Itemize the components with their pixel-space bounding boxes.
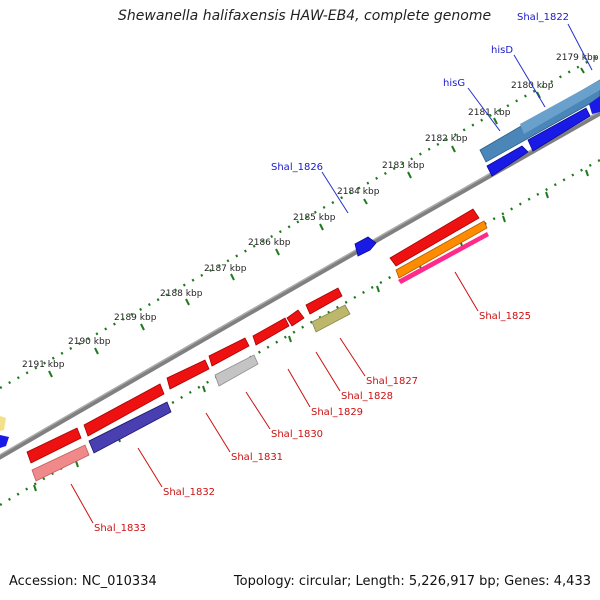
major-tick	[363, 198, 368, 205]
gene-label-hisg: hisG	[443, 78, 465, 89]
leader-hisg	[467, 87, 501, 132]
gene-arrow-red	[305, 287, 343, 315]
major-tick	[580, 67, 585, 74]
inner-major-tick	[376, 285, 380, 293]
gene-label-shal-1822: Shal_1822	[517, 12, 569, 23]
leader-shal-1829	[287, 368, 311, 408]
bottom-label-leaders	[70, 271, 479, 524]
gene-label-shal-1826: Shal_1826	[271, 162, 323, 173]
kbp-tick-label: 2184 kbp	[337, 187, 380, 197]
kbp-tick-label: 2181 kbp	[468, 108, 511, 118]
major-tick	[319, 223, 324, 231]
gene-arrow-magenta	[398, 232, 489, 284]
gene-arrow-red	[26, 427, 82, 464]
gene-label-shal-1832: Shal_1832	[163, 487, 215, 498]
gene-label-shal-1825: Shal_1825	[479, 311, 531, 322]
gene-arrow-blue	[486, 145, 529, 177]
reverse-strand-genes	[26, 208, 489, 482]
kbp-tick-label: 2185 kbp	[293, 213, 336, 223]
major-tick	[230, 273, 235, 281]
gene-arrow-red	[208, 337, 250, 367]
gene-arrow-blue	[527, 107, 591, 152]
major-tick	[451, 145, 456, 153]
kbp-tick-label: 2191 kbp	[22, 360, 65, 370]
inner-major-tick	[33, 484, 37, 492]
inner-major-tick	[545, 191, 549, 199]
gene-arrow-silver	[214, 354, 259, 387]
leader-shal-1828	[315, 351, 341, 392]
leader-shal-1822	[567, 23, 593, 71]
inner-major-tick	[288, 335, 292, 343]
kbp-tick-label: 2188 kbp	[160, 289, 203, 299]
gene-arrow-red	[166, 359, 210, 390]
kbp-tick-label: 2186 kbp	[248, 238, 291, 248]
inner-major-tick	[75, 460, 79, 468]
gene-label-shal-1829: Shal_1829	[311, 407, 363, 418]
bottom-gene-labels: Shal_1825 Shal_1827 Shal_1828 Shal_1829 …	[94, 311, 531, 534]
leader-hisd	[513, 54, 546, 108]
leader-shal-1825	[454, 271, 479, 312]
major-tick	[94, 347, 99, 355]
genome-backbone	[0, 110, 600, 460]
gene-arrow-orange	[395, 220, 488, 279]
kbp-tick-label: 2183 kbp	[382, 161, 425, 171]
leader-shal-1831	[205, 412, 231, 453]
leader-shal-1826	[321, 171, 349, 214]
gene-arrow-blue	[589, 96, 600, 114]
inner-major-tick	[585, 169, 589, 177]
inner-scale-dots	[0, 158, 600, 507]
kbp-tick-label: 2189 kbp	[114, 313, 157, 323]
top-label-leaders	[321, 23, 593, 214]
major-tick	[185, 298, 190, 306]
kbp-tick-label: 2179 kbp	[556, 53, 599, 63]
gene-label-shal-1827: Shal_1827	[366, 376, 418, 387]
gene-arrow-blue-edge	[0, 435, 9, 448]
gene-label-shal-1831: Shal_1831	[231, 452, 283, 463]
gene-arrow-steelblue-light	[520, 80, 600, 134]
gene-arrow-red	[252, 317, 290, 346]
gene-label-shal-1833: Shal_1833	[94, 523, 146, 534]
accession-label: Accession: NC_010334	[9, 574, 157, 589]
gene-arrow-indigo	[88, 401, 172, 454]
leader-shal-1827	[339, 337, 366, 377]
gene-label-hisd: hisD	[491, 45, 513, 56]
major-tick	[493, 117, 498, 125]
leader-shal-1830	[245, 391, 271, 430]
forward-strand-genes	[0, 79, 600, 448]
top-gene-labels: Shal_1822 hisD hisG Shal_1826	[271, 12, 569, 173]
major-tick	[140, 323, 145, 331]
gene-label-shal-1830: Shal_1830	[271, 429, 323, 440]
leader-shal-1833	[70, 483, 94, 524]
kbp-tick-label: 2187 kbp	[204, 264, 247, 274]
genome-title: Shewanella halifaxensis HAW-EB4, complet…	[118, 8, 492, 24]
gene-arrow-pink	[31, 444, 90, 482]
topology-summary: Topology: circular; Length: 5,226,917 bp…	[233, 574, 591, 589]
kbp-tick-label: 2190 kbp	[68, 337, 111, 347]
gene-arrow-olive	[311, 304, 351, 333]
gene-arrow-red	[83, 383, 165, 437]
inner-major-tick	[202, 385, 206, 393]
major-tick	[275, 248, 280, 256]
inner-major-tick	[502, 215, 506, 223]
gene-label-shal-1828: Shal_1828	[341, 391, 393, 402]
outer-major-ticks	[48, 67, 585, 378]
gene-arrow-blue-small	[354, 236, 377, 257]
major-tick	[48, 370, 53, 378]
gene-arrow-yellow-edge	[0, 416, 6, 431]
gene-arrow-red	[286, 309, 305, 327]
gene-arrow-red	[389, 208, 480, 267]
leader-shal-1832	[137, 447, 163, 488]
major-tick	[407, 171, 412, 179]
